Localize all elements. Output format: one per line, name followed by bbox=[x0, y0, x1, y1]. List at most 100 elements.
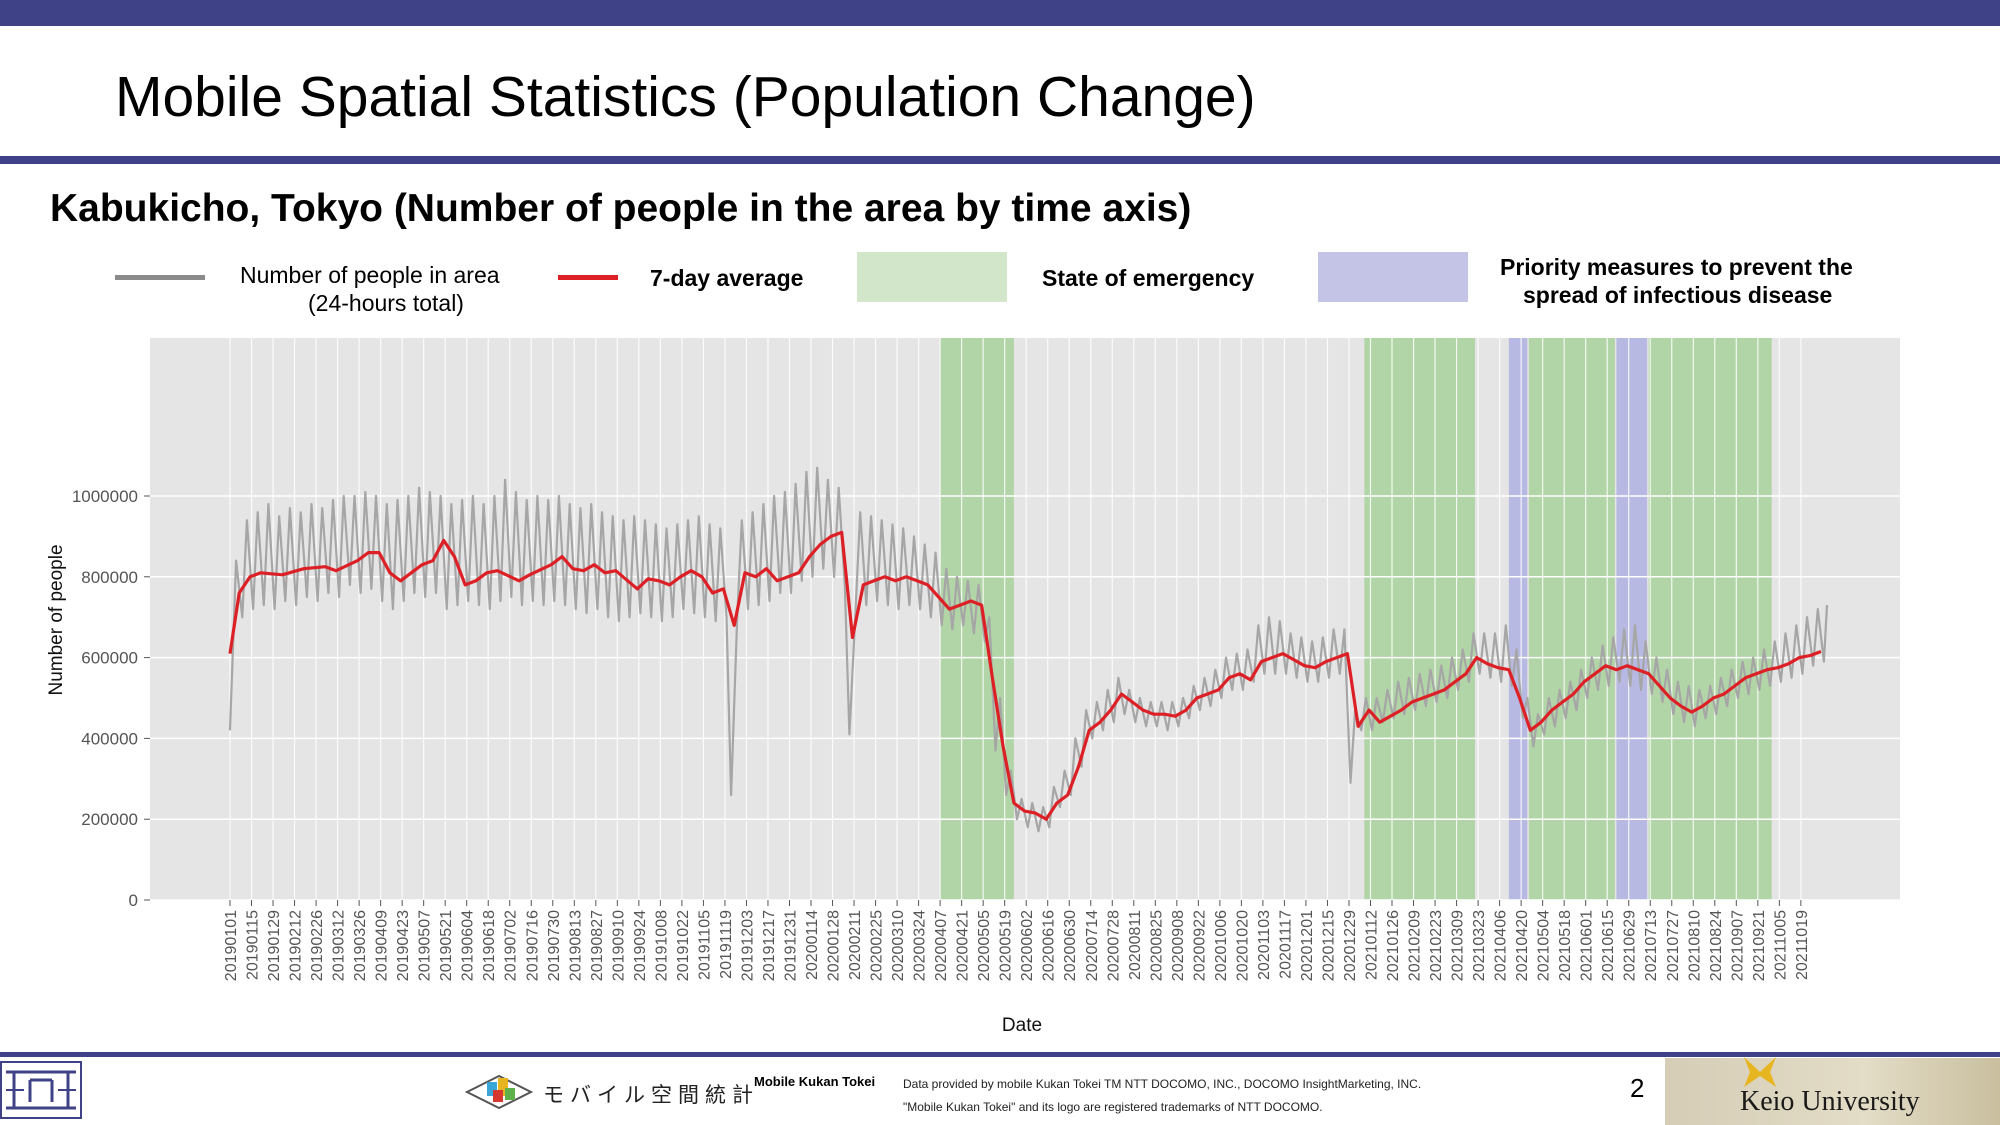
x-tick-label: 20190212 bbox=[288, 910, 305, 981]
x-tick-label: 20210601 bbox=[1579, 910, 1596, 981]
x-tick-label: 20190129 bbox=[266, 910, 283, 981]
x-tick-label: 20210209 bbox=[1407, 910, 1424, 981]
x-tick-label: 20191119 bbox=[718, 910, 735, 979]
slide-title: Mobile Spatial Statistics (Population Ch… bbox=[115, 65, 1256, 129]
x-tick-label: 20191217 bbox=[761, 910, 778, 981]
x-tick-label: 20190409 bbox=[374, 910, 391, 981]
legend-raw-label: Number of people in area bbox=[240, 262, 500, 288]
legend-avg-line bbox=[558, 275, 618, 280]
x-tick-label: 20190326 bbox=[352, 910, 369, 981]
x-tick-label: 20201215 bbox=[1321, 910, 1338, 981]
footer-rule bbox=[0, 1052, 2000, 1057]
x-tick-label: 20210420 bbox=[1514, 910, 1531, 981]
x-tick-label: 20190716 bbox=[524, 910, 541, 981]
legend-avg-label: 7-day average bbox=[650, 265, 804, 291]
legend-raw-line bbox=[115, 275, 205, 280]
x-tick-label: 20200407 bbox=[933, 910, 950, 981]
x-tick-label: 20200519 bbox=[998, 910, 1015, 981]
x-axis-title: Date bbox=[1002, 1015, 1042, 1036]
emergency-period-band bbox=[1364, 338, 1476, 900]
chart-subtitle: Kabukicho, Tokyo (Number of people in th… bbox=[50, 187, 1192, 230]
x-tick-label: 20200811 bbox=[1127, 910, 1144, 980]
x-tick-label: 20190813 bbox=[567, 910, 584, 981]
x-tick-label: 20201103 bbox=[1256, 910, 1273, 980]
x-tick-label: 20191105 bbox=[696, 910, 713, 980]
emergency-period-band bbox=[1648, 338, 1772, 900]
x-tick-label: 20200630 bbox=[1062, 910, 1079, 981]
x-tick-label: 20200211 bbox=[847, 910, 864, 980]
x-tick-label: 20210629 bbox=[1622, 910, 1639, 981]
x-tick-label: 20200421 bbox=[955, 910, 972, 981]
legend-emergency-label: State of emergency bbox=[1042, 265, 1255, 291]
x-tick-label: 20210727 bbox=[1665, 910, 1682, 981]
legend-priority-label: Priority measures to prevent the bbox=[1500, 254, 1853, 280]
logo-name: Mobile Kukan Tokei bbox=[754, 1074, 876, 1089]
x-tick-label: 20191231 bbox=[783, 910, 800, 981]
keio-pen-icon bbox=[1744, 1057, 1776, 1087]
x-tick-label: 20190924 bbox=[632, 910, 649, 981]
x-tick-label: 20190730 bbox=[546, 910, 563, 981]
x-tick-label: 20190226 bbox=[309, 910, 326, 981]
priority-period-band bbox=[1616, 338, 1648, 900]
x-tick-label: 20201229 bbox=[1342, 910, 1359, 981]
x-tick-label: 20190618 bbox=[481, 910, 498, 981]
x-tick-label: 20200324 bbox=[912, 910, 929, 981]
x-tick-label: 20210713 bbox=[1643, 910, 1660, 981]
x-tick-label: 20210921 bbox=[1751, 910, 1768, 981]
x-tick-label: 20200505 bbox=[976, 910, 993, 981]
mobile-kukan-tokei-logo-icon bbox=[465, 1074, 534, 1110]
x-tick-label: 20200825 bbox=[1148, 910, 1165, 981]
y-tick-label: 1000000 bbox=[72, 487, 138, 506]
x-tick-label: 20191203 bbox=[740, 910, 757, 981]
x-tick-label: 20190910 bbox=[610, 910, 627, 981]
x-tick-label: 20201201 bbox=[1299, 910, 1316, 981]
x-tick-label: 20190827 bbox=[589, 910, 606, 981]
legend-priority-swatch bbox=[1318, 252, 1468, 302]
x-tick-label: 20210126 bbox=[1385, 910, 1402, 981]
x-tick-label: 20200310 bbox=[890, 910, 907, 981]
x-tick-label: 20210518 bbox=[1557, 910, 1574, 981]
institute-logo bbox=[0, 1061, 82, 1119]
legend-raw-sublabel: (24-hours total) bbox=[308, 290, 464, 316]
x-tick-label: 20201006 bbox=[1213, 910, 1230, 981]
y-tick-label: 800000 bbox=[81, 568, 138, 587]
x-tick-label: 20210406 bbox=[1493, 910, 1510, 981]
page-number: 2 bbox=[1630, 1073, 1645, 1103]
x-tick-label: 20210112 bbox=[1364, 910, 1381, 980]
x-tick-label: 20200922 bbox=[1191, 910, 1208, 981]
y-tick-label: 0 bbox=[129, 891, 138, 910]
x-tick-label: 20190507 bbox=[417, 910, 434, 981]
y-axis-title: Number of people bbox=[46, 544, 67, 695]
title-rule bbox=[0, 156, 2000, 164]
x-tick-label: 20200225 bbox=[869, 910, 886, 981]
x-tick-label: 20210824 bbox=[1708, 910, 1725, 981]
x-tick-label: 20210223 bbox=[1428, 910, 1445, 981]
x-tick-label: 20190423 bbox=[395, 910, 412, 981]
x-tick-label: 20200728 bbox=[1105, 910, 1122, 981]
y-tick-label: 600000 bbox=[81, 649, 138, 668]
legend-emergency-swatch bbox=[857, 252, 1007, 302]
x-tick-label: 20210810 bbox=[1686, 910, 1703, 981]
legend-priority-label-2: spread of infectious disease bbox=[1523, 282, 1833, 308]
top-band bbox=[0, 0, 2000, 26]
x-tick-label: 20211019 bbox=[1794, 910, 1811, 980]
raw-count-series-line bbox=[228, 466, 1829, 833]
keio-logo: Keio University bbox=[1665, 1057, 2000, 1125]
x-tick-label: 20191022 bbox=[675, 910, 692, 981]
credit-line-1: Data provided by mobile Kukan Tokei TM N… bbox=[903, 1077, 1422, 1091]
seven-day-average-series-line bbox=[228, 530, 1822, 821]
x-tick-label: 20201117 bbox=[1277, 910, 1294, 979]
x-tick-label: 20190702 bbox=[503, 910, 520, 981]
emergency-period-band bbox=[1528, 338, 1615, 900]
y-tick-label: 200000 bbox=[81, 810, 138, 829]
x-tick-label: 20210615 bbox=[1600, 910, 1617, 981]
x-tick-label: 20190115 bbox=[245, 910, 262, 980]
priority-period-band bbox=[1508, 338, 1528, 900]
x-tick-label: 20200128 bbox=[826, 910, 843, 981]
x-tick-label: 20200616 bbox=[1041, 910, 1058, 981]
x-tick-label: 20210907 bbox=[1729, 910, 1746, 981]
credit-line-2: "Mobile Kukan Tokei" and its logo are re… bbox=[903, 1100, 1323, 1114]
x-tick-label: 20200114 bbox=[804, 910, 821, 980]
x-tick-label: 20210504 bbox=[1536, 910, 1553, 981]
x-tick-label: 20200714 bbox=[1084, 910, 1101, 981]
